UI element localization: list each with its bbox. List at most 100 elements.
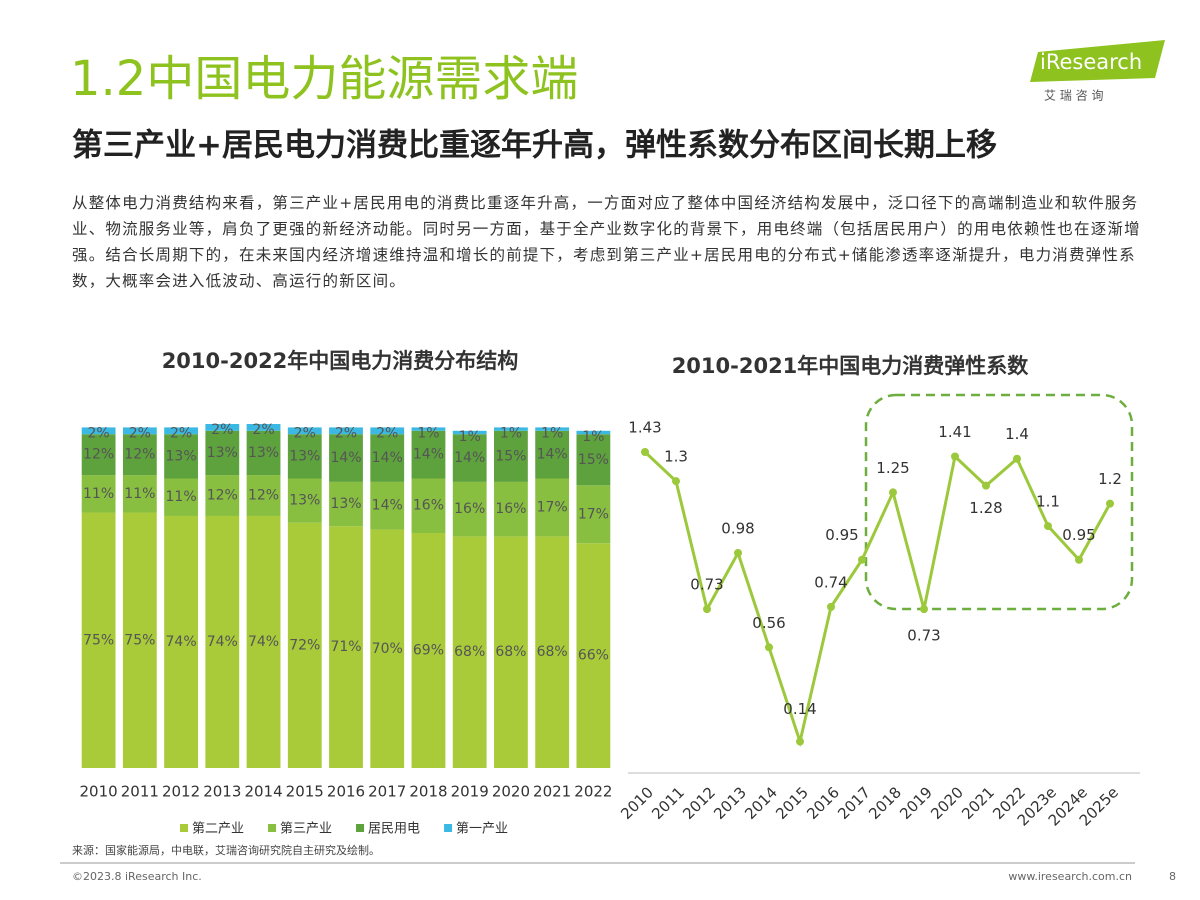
data-label: 14% xyxy=(537,447,568,463)
x-tick-label: 2019 xyxy=(896,783,936,823)
x-tick-label: 2013 xyxy=(203,783,241,801)
data-label: 14% xyxy=(330,450,361,466)
bar-segment xyxy=(81,427,116,435)
data-label: 16% xyxy=(413,498,444,514)
data-label: 2% xyxy=(170,425,192,441)
data-label: 12% xyxy=(124,447,155,463)
bar-segment xyxy=(452,536,487,768)
data-label: 1.2 xyxy=(1098,470,1122,488)
x-tick-label: 2016 xyxy=(803,783,843,823)
bar-segment xyxy=(205,424,240,431)
point xyxy=(1075,555,1083,564)
bar-segment xyxy=(576,430,611,435)
bar-segment xyxy=(370,434,405,482)
x-tick-label: 2012 xyxy=(679,783,719,823)
data-label: 74% xyxy=(207,634,238,650)
x-tick-label: 2018 xyxy=(409,783,447,801)
data-label: 1.28 xyxy=(969,499,1002,517)
bar-segment xyxy=(246,430,281,476)
data-label: 2% xyxy=(129,425,151,441)
data-label: 1% xyxy=(541,425,563,441)
bar-segment xyxy=(494,427,528,431)
data-label: 12% xyxy=(248,488,279,504)
bar-segment xyxy=(164,515,198,768)
data-label: 13% xyxy=(207,445,238,461)
bar-segment xyxy=(411,427,446,431)
title: 1.2中国电力能源需求端 xyxy=(70,51,578,107)
data-label: 0.14 xyxy=(783,700,816,718)
x-tick-label: 2010 xyxy=(80,783,118,801)
bar-segment xyxy=(81,512,116,768)
data-label: 68% xyxy=(495,644,526,660)
x-tick-label: 2011 xyxy=(121,783,159,801)
page-number: 8 xyxy=(1169,870,1176,883)
legend-swatch xyxy=(180,824,188,832)
bar-segment xyxy=(164,427,198,435)
bar-segment xyxy=(246,424,281,431)
bar-segment xyxy=(205,515,240,768)
bar-segment xyxy=(122,475,157,513)
point xyxy=(951,452,959,461)
data-label: 68% xyxy=(454,644,485,660)
point xyxy=(889,488,897,497)
x-tick-label: 2020 xyxy=(492,783,530,801)
legend-label: 居民用电 xyxy=(368,822,420,837)
data-label: 1.4 xyxy=(1005,425,1029,443)
point xyxy=(858,555,866,564)
point xyxy=(1044,522,1052,531)
bar-segment xyxy=(122,512,157,768)
bar-segment xyxy=(329,526,363,768)
source: 来源：国家能源局，中电联，艾瑞咨询研究院自主研究及绘制。 xyxy=(72,843,380,857)
data-label: 69% xyxy=(413,642,444,658)
x-tick-label: 2012 xyxy=(162,783,200,801)
x-tick-label: 2014 xyxy=(244,783,282,801)
bar-segment xyxy=(494,430,528,482)
point xyxy=(796,737,804,746)
line xyxy=(643,450,1112,748)
data-label: 1% xyxy=(417,425,439,441)
bar-segment xyxy=(535,536,570,768)
bar-segment xyxy=(81,475,116,513)
data-label: 68% xyxy=(537,644,568,660)
bar-segment xyxy=(411,532,446,768)
data-label: 2% xyxy=(211,422,233,438)
data-label: 75% xyxy=(124,632,155,648)
data-label: 2% xyxy=(376,425,398,441)
logo-banner xyxy=(1030,40,1165,82)
legend-swatch xyxy=(268,824,277,832)
x-tick-label: 2019 xyxy=(451,783,489,801)
point xyxy=(1013,454,1021,463)
x-tick-label: 2022 xyxy=(574,783,612,801)
data-label: 1.41 xyxy=(938,423,971,441)
data-label: 13% xyxy=(166,448,197,464)
bar-segment xyxy=(535,430,570,479)
chart-title: 2010-2021年中国电力消费弹性系数 xyxy=(672,354,1030,378)
data-label: 72% xyxy=(289,637,320,653)
data-label: 11% xyxy=(83,486,114,502)
x-tick-label: 2017 xyxy=(834,783,874,823)
bar-segment xyxy=(452,430,487,435)
data-label: 16% xyxy=(454,501,485,517)
bar-segment xyxy=(411,430,446,479)
bar-segment xyxy=(370,529,405,768)
data-label: 1% xyxy=(500,425,522,441)
bar-segment xyxy=(452,481,487,537)
data-label: 2% xyxy=(252,422,274,438)
data-label: 71% xyxy=(330,639,361,655)
bar-segment xyxy=(370,427,405,435)
x-tick-label: 2015 xyxy=(772,783,812,823)
data-label: 12% xyxy=(207,488,238,504)
bar-segment xyxy=(576,543,611,768)
bar-segment xyxy=(329,434,363,482)
data-label: 14% xyxy=(413,447,444,463)
data-label: 1% xyxy=(582,429,604,445)
x-tick-label: 2021 xyxy=(958,783,998,823)
x-tick-label: 2015 xyxy=(286,783,324,801)
point xyxy=(703,605,711,614)
data-label: 2% xyxy=(88,425,110,441)
point xyxy=(1106,499,1114,508)
data-label: 0.73 xyxy=(907,627,940,645)
data-label: 74% xyxy=(166,634,197,650)
